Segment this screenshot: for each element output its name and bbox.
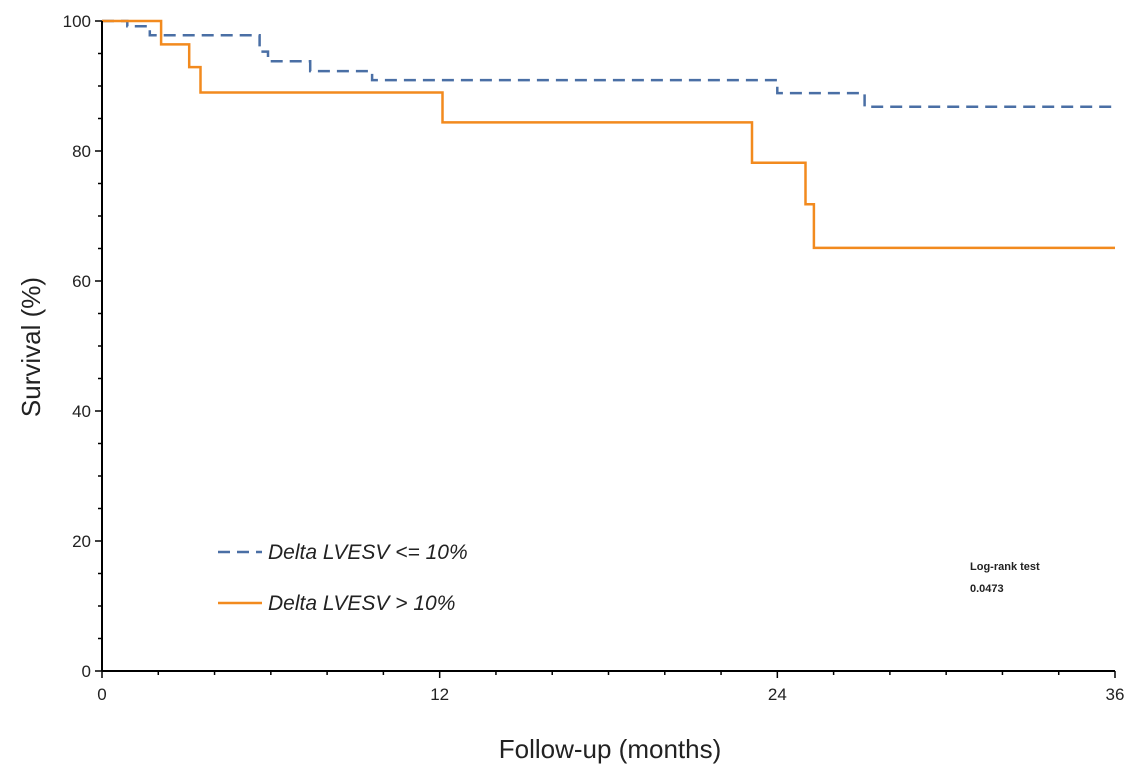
series-line-2 — [102, 19, 1115, 250]
survival-curves — [102, 19, 1115, 250]
y-tick-label: 60 — [72, 272, 91, 291]
legend-label-series-1: Delta LVESV <= 10% — [268, 541, 468, 564]
series-line-1 — [102, 19, 1115, 109]
x-tick-label: 24 — [768, 685, 787, 704]
legend-label-series-2: Delta LVESV > 10% — [268, 592, 455, 615]
x-tick-label: 36 — [1106, 685, 1125, 704]
y-tick-label: 0 — [82, 662, 91, 681]
log-rank-label: Log-rank test — [970, 561, 1040, 573]
y-axis-title: Survival (%) — [16, 277, 46, 417]
x-axis-title: Follow-up (months) — [499, 734, 722, 764]
axes — [101, 21, 1115, 672]
log-rank-p-value: 0.0473 — [970, 583, 1004, 595]
legend: Delta LVESV <= 10% Delta LVESV > 10% — [218, 541, 468, 615]
x-tick-label: 12 — [430, 685, 449, 704]
y-tick-label: 20 — [72, 532, 91, 551]
y-tick-label: 40 — [72, 402, 91, 421]
axis-ticks: 0 20 40 60 80 100 0 12 24 36 — [63, 12, 1125, 704]
y-tick-label: 80 — [72, 142, 91, 161]
y-tick-label: 100 — [63, 12, 91, 31]
x-tick-label: 0 — [97, 685, 106, 704]
